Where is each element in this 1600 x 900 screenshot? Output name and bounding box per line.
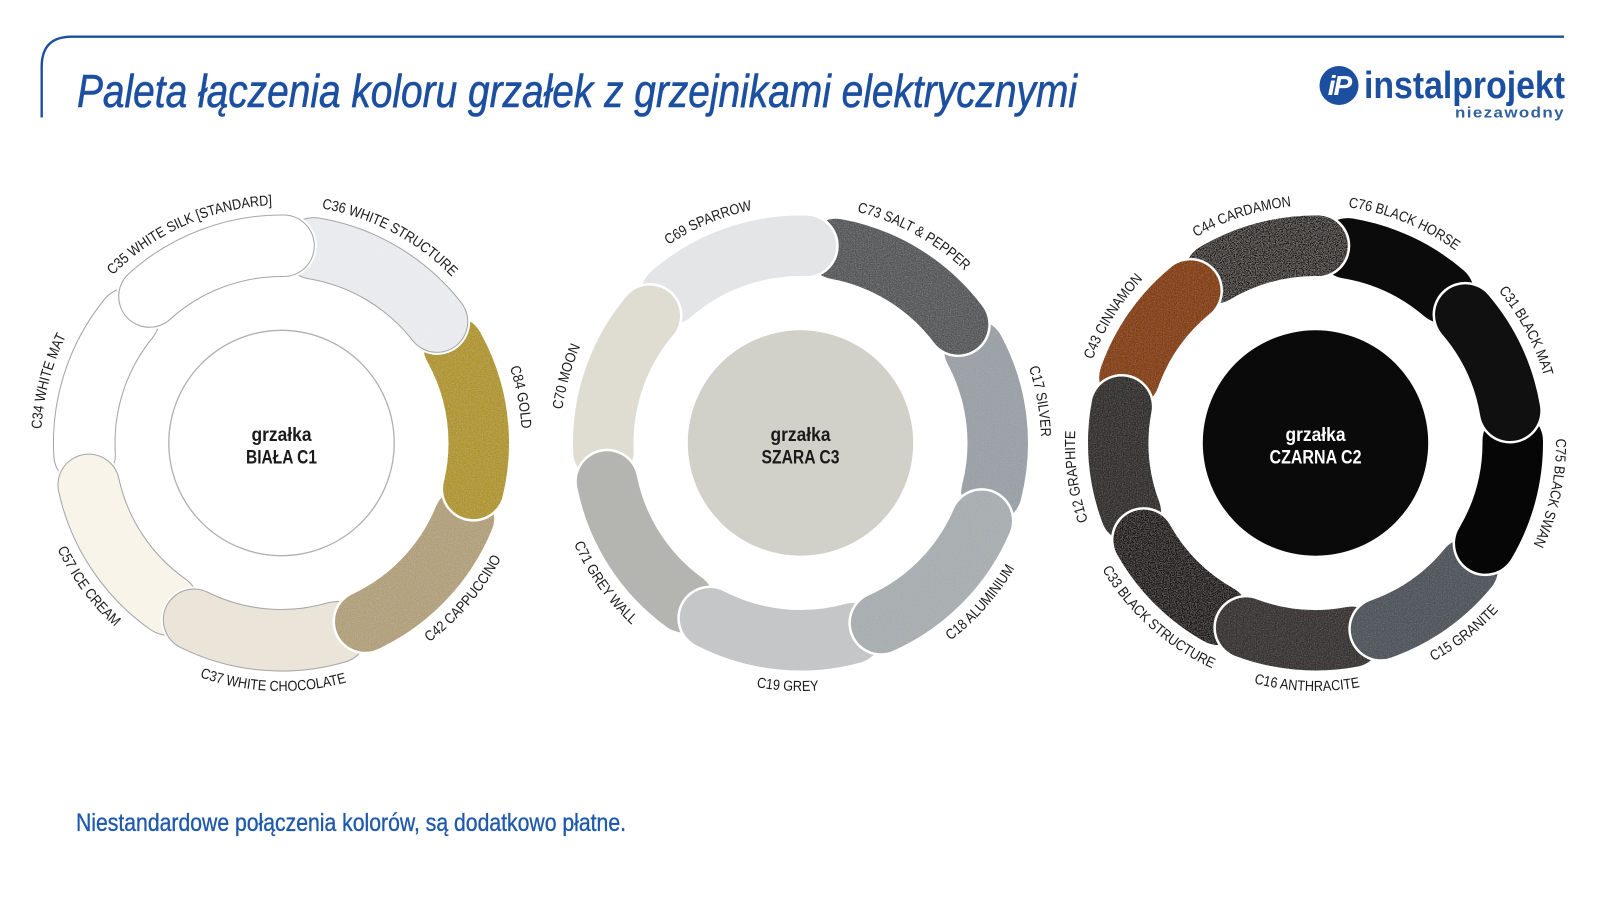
svg-text:instalprojekt: instalprojekt — [1364, 65, 1565, 107]
svg-text:iP: iP — [1328, 70, 1353, 101]
svg-text:C19 GREY: C19 GREY — [756, 675, 820, 695]
svg-text:CZARNA C2: CZARNA C2 — [1270, 448, 1362, 469]
svg-text:Paleta łączenia koloru grzałek: Paleta łączenia koloru grzałek z grzejni… — [77, 65, 1078, 117]
svg-text:niezawodny: niezawodny — [1455, 106, 1565, 122]
svg-text:grzałka: grzałka — [771, 425, 831, 446]
svg-text:grzałka: grzałka — [252, 425, 312, 446]
svg-text:Niestandardowe połączenia kolo: Niestandardowe połączenia kolorów, są do… — [76, 809, 626, 837]
svg-text:SZARA C3: SZARA C3 — [762, 448, 840, 469]
svg-text:grzałka: grzałka — [1286, 425, 1346, 446]
svg-text:BIAŁA C1: BIAŁA C1 — [246, 448, 317, 469]
